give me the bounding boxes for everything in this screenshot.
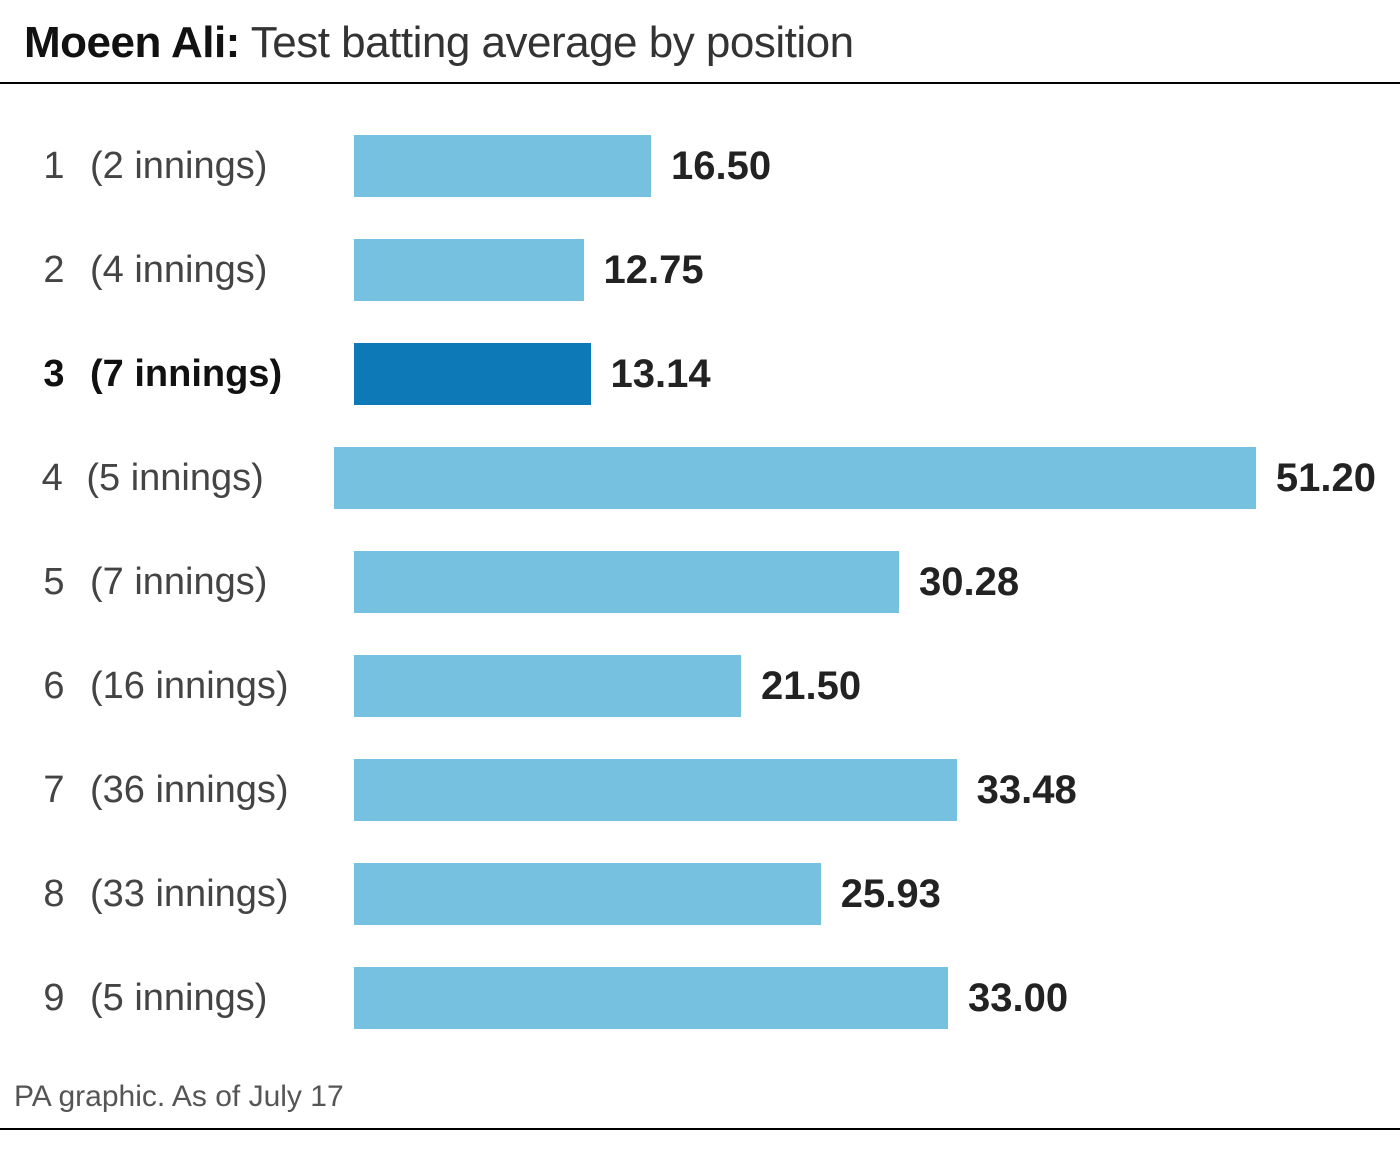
bar-row: 5(7 innings) 30.28 bbox=[24, 530, 1376, 634]
chart-container: Moeen Ali: Test batting average by posit… bbox=[0, 0, 1400, 1130]
position-label: 6 bbox=[24, 665, 84, 708]
chart-footer: PA graphic. As of July 17 bbox=[0, 1070, 1400, 1128]
bar-cell: 21.50 bbox=[354, 655, 1376, 717]
bar-row: 8(33 innings) 25.93 bbox=[24, 842, 1376, 946]
bar bbox=[334, 447, 1256, 509]
position-label: 4 bbox=[24, 457, 80, 500]
value-label: 13.14 bbox=[611, 352, 711, 397]
position-label: 7 bbox=[24, 769, 84, 812]
bar-row: 2(4 innings) 12.75 bbox=[24, 218, 1376, 322]
bar-cell: 16.50 bbox=[354, 135, 1376, 197]
bar-cell: 51.20 bbox=[334, 447, 1376, 509]
bar bbox=[354, 135, 651, 197]
chart-title: Moeen Ali: Test batting average by posit… bbox=[0, 0, 1400, 84]
bar-cell: 25.93 bbox=[354, 863, 1376, 925]
bar-cell: 30.28 bbox=[354, 551, 1376, 613]
value-label: 16.50 bbox=[671, 144, 771, 189]
value-label: 12.75 bbox=[604, 248, 704, 293]
bar-cell: 13.14 bbox=[354, 343, 1376, 405]
position-label: 8 bbox=[24, 873, 84, 916]
innings-label: (16 innings) bbox=[84, 665, 354, 708]
bar-cell: 33.48 bbox=[354, 759, 1376, 821]
innings-label: (2 innings) bbox=[84, 145, 354, 188]
bar-row: 7(36 innings) 33.48 bbox=[24, 738, 1376, 842]
innings-label: (36 innings) bbox=[84, 769, 354, 812]
value-label: 25.93 bbox=[841, 872, 941, 917]
chart-title-light: Test batting average by position bbox=[240, 18, 854, 67]
innings-label: (7 innings) bbox=[84, 353, 354, 396]
innings-label: (5 innings) bbox=[80, 457, 334, 500]
innings-label: (7 innings) bbox=[84, 561, 354, 604]
bar bbox=[354, 551, 899, 613]
bar-row: 3(7 innings) 13.14 bbox=[24, 322, 1376, 426]
bar-row: 4(5 innings) 51.20 bbox=[24, 426, 1376, 530]
value-label: 51.20 bbox=[1276, 456, 1376, 501]
innings-label: (4 innings) bbox=[84, 249, 354, 292]
position-label: 3 bbox=[24, 353, 84, 396]
value-label: 21.50 bbox=[761, 664, 861, 709]
position-label: 1 bbox=[24, 145, 84, 188]
position-label: 9 bbox=[24, 977, 84, 1020]
bar bbox=[354, 863, 821, 925]
bar-cell: 33.00 bbox=[354, 967, 1376, 1029]
bar bbox=[354, 967, 948, 1029]
bar bbox=[354, 655, 741, 717]
innings-label: (33 innings) bbox=[84, 873, 354, 916]
value-label: 33.48 bbox=[977, 768, 1077, 813]
bar bbox=[354, 343, 591, 405]
bar bbox=[354, 759, 957, 821]
bar-cell: 12.75 bbox=[354, 239, 1376, 301]
position-label: 2 bbox=[24, 249, 84, 292]
chart-title-bold: Moeen Ali: bbox=[24, 18, 240, 67]
bar-row: 6(16 innings) 21.50 bbox=[24, 634, 1376, 738]
chart-body: 1(2 innings)16.502(4 innings)12.753(7 in… bbox=[0, 84, 1400, 1070]
bar-row: 1(2 innings) 16.50 bbox=[24, 114, 1376, 218]
value-label: 33.00 bbox=[968, 976, 1068, 1021]
position-label: 5 bbox=[24, 561, 84, 604]
value-label: 30.28 bbox=[919, 560, 1019, 605]
innings-label: (5 innings) bbox=[84, 977, 354, 1020]
bar-row: 9(5 innings) 33.00 bbox=[24, 946, 1376, 1050]
bar bbox=[354, 239, 584, 301]
